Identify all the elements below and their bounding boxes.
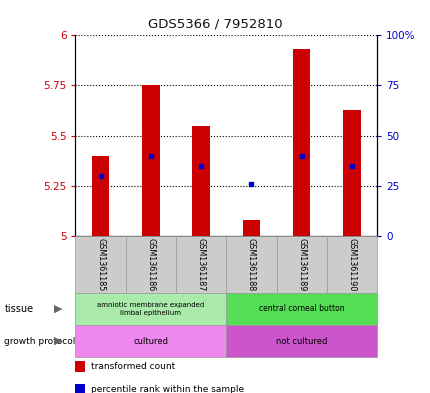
Text: central corneal button: central corneal button: [258, 305, 344, 313]
Text: percentile rank within the sample: percentile rank within the sample: [91, 385, 244, 393]
Bar: [192, 125, 209, 236]
Text: GSM1361185: GSM1361185: [96, 238, 105, 291]
Text: growth protocol: growth protocol: [4, 337, 76, 345]
Text: GSM1361186: GSM1361186: [146, 238, 155, 291]
Bar: [342, 110, 360, 236]
Text: tissue: tissue: [4, 304, 34, 314]
Text: GSM1361188: GSM1361188: [246, 238, 255, 291]
Text: ▶: ▶: [54, 336, 62, 346]
Text: GDS5366 / 7952810: GDS5366 / 7952810: [148, 18, 282, 31]
Text: GSM1361189: GSM1361189: [297, 238, 305, 291]
Bar: [292, 50, 310, 236]
Bar: [142, 85, 159, 236]
Text: GSM1361190: GSM1361190: [347, 238, 356, 291]
Text: GSM1361187: GSM1361187: [196, 238, 205, 291]
Bar: [92, 156, 109, 236]
Text: transformed count: transformed count: [91, 362, 175, 371]
Bar: [242, 220, 260, 236]
Text: cultured: cultured: [133, 337, 168, 345]
Text: amniotic membrane expanded
limbal epithelium: amniotic membrane expanded limbal epithe…: [97, 302, 204, 316]
Text: not cultured: not cultured: [275, 337, 327, 345]
Text: ▶: ▶: [54, 304, 62, 314]
